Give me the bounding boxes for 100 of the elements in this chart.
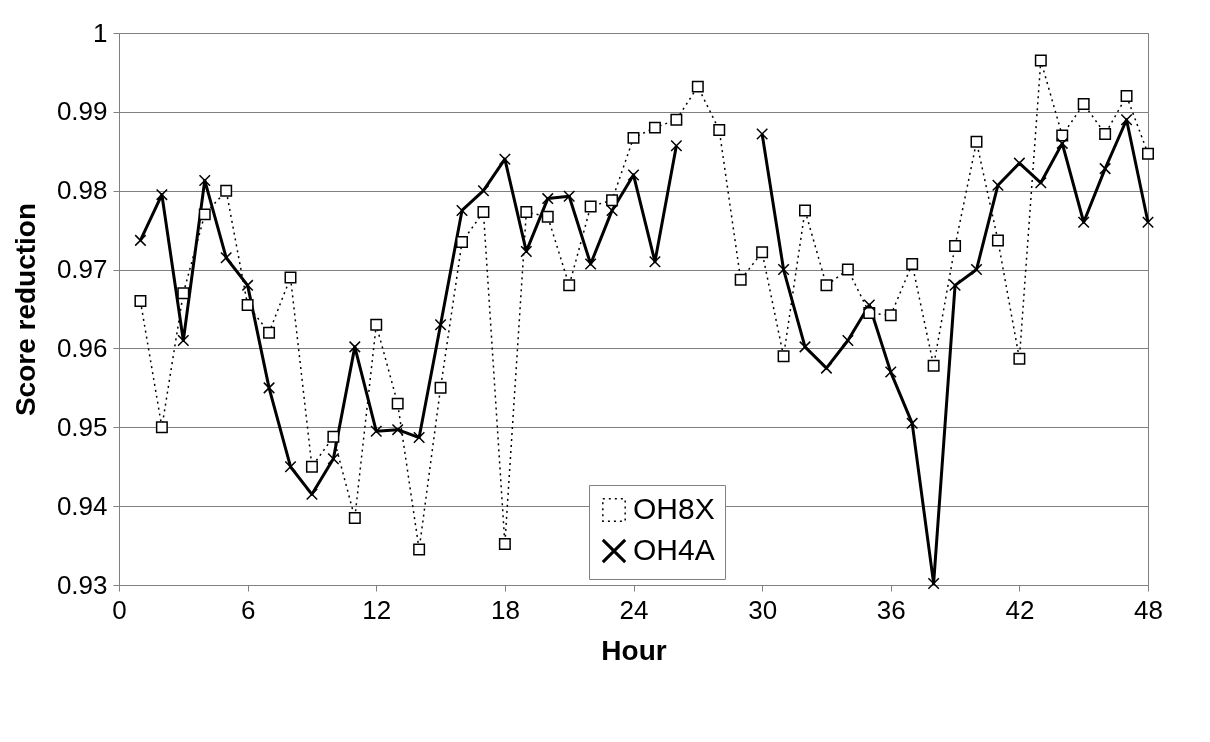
point <box>327 430 340 443</box>
point <box>734 273 747 286</box>
point <box>1120 113 1133 126</box>
legend-label: OH8X <box>633 492 715 525</box>
point <box>1056 137 1069 150</box>
y-tick-label: 0.95 <box>56 411 108 442</box>
x-axis-title: Hour <box>601 634 667 666</box>
point <box>691 80 704 93</box>
point <box>520 206 533 218</box>
point <box>198 208 211 221</box>
point <box>949 279 962 292</box>
point <box>305 488 318 501</box>
point <box>863 299 876 312</box>
y-tick-label: 0.98 <box>56 175 108 206</box>
y-tick-label: 0.96 <box>56 332 108 363</box>
point <box>991 179 1004 192</box>
point <box>220 251 233 264</box>
point <box>541 192 554 205</box>
x-tick-label: 36 <box>876 594 906 625</box>
point <box>949 239 962 252</box>
point <box>263 381 276 394</box>
point <box>927 359 940 372</box>
point <box>799 340 811 353</box>
point <box>970 135 983 148</box>
point <box>841 334 854 347</box>
point <box>220 184 233 197</box>
point <box>906 417 919 430</box>
point <box>155 188 168 201</box>
point <box>413 431 426 444</box>
point <box>134 234 147 247</box>
y-tick-label: 0.97 <box>56 254 108 285</box>
point <box>391 423 404 436</box>
legend-label: OH4A <box>633 533 715 566</box>
point <box>391 397 404 410</box>
point <box>884 309 897 322</box>
point <box>927 577 940 590</box>
point <box>177 287 190 300</box>
point <box>198 174 211 187</box>
point <box>1142 147 1154 160</box>
point <box>305 460 318 473</box>
point <box>241 279 254 292</box>
x-tick-label: 42 <box>1005 594 1035 625</box>
x-tick-label: 30 <box>748 594 778 625</box>
point <box>155 421 168 434</box>
point <box>777 350 790 363</box>
point <box>777 263 790 276</box>
point <box>991 234 1004 247</box>
point <box>820 279 833 292</box>
point <box>820 362 833 375</box>
point <box>370 425 383 438</box>
point <box>541 210 554 223</box>
point <box>413 543 426 556</box>
x-tick-label: 6 <box>240 594 256 625</box>
point <box>370 318 383 331</box>
point <box>648 121 661 134</box>
point <box>841 263 854 276</box>
point <box>520 245 533 258</box>
y-axis-title: Score reduction <box>9 202 41 417</box>
point <box>1099 127 1112 140</box>
point <box>456 235 468 248</box>
point <box>584 258 597 271</box>
x-tick-label: 48 <box>1134 594 1163 625</box>
point <box>627 168 640 181</box>
point <box>477 184 490 197</box>
point <box>263 326 276 339</box>
point <box>906 258 919 271</box>
point <box>348 340 361 353</box>
point <box>1120 90 1133 103</box>
point <box>456 204 468 217</box>
point <box>563 279 576 292</box>
point <box>713 124 726 136</box>
point <box>498 538 511 550</box>
y-tick-label: 0.94 <box>56 490 108 521</box>
point <box>606 194 619 207</box>
point <box>670 139 683 152</box>
point <box>434 318 447 331</box>
point <box>498 153 511 166</box>
point <box>1056 129 1069 142</box>
point <box>606 204 619 217</box>
y-tick-label: 0.99 <box>56 96 108 127</box>
point <box>1142 216 1154 229</box>
x-tick-label: 12 <box>362 594 392 625</box>
point <box>756 127 769 140</box>
point <box>863 306 876 319</box>
point <box>627 131 640 144</box>
point <box>284 271 297 284</box>
point <box>1077 216 1090 229</box>
point <box>563 190 576 203</box>
x-tick-label: 18 <box>490 594 520 625</box>
x-tick-label: 0 <box>112 594 127 625</box>
point <box>884 366 897 379</box>
point <box>1034 176 1047 189</box>
y-tick-label: 0.93 <box>56 569 108 600</box>
point <box>477 206 490 218</box>
point <box>327 452 340 465</box>
x-tick-label: 24 <box>619 594 649 625</box>
point <box>648 255 661 268</box>
point <box>799 204 811 217</box>
point <box>348 511 361 524</box>
point <box>434 381 447 394</box>
